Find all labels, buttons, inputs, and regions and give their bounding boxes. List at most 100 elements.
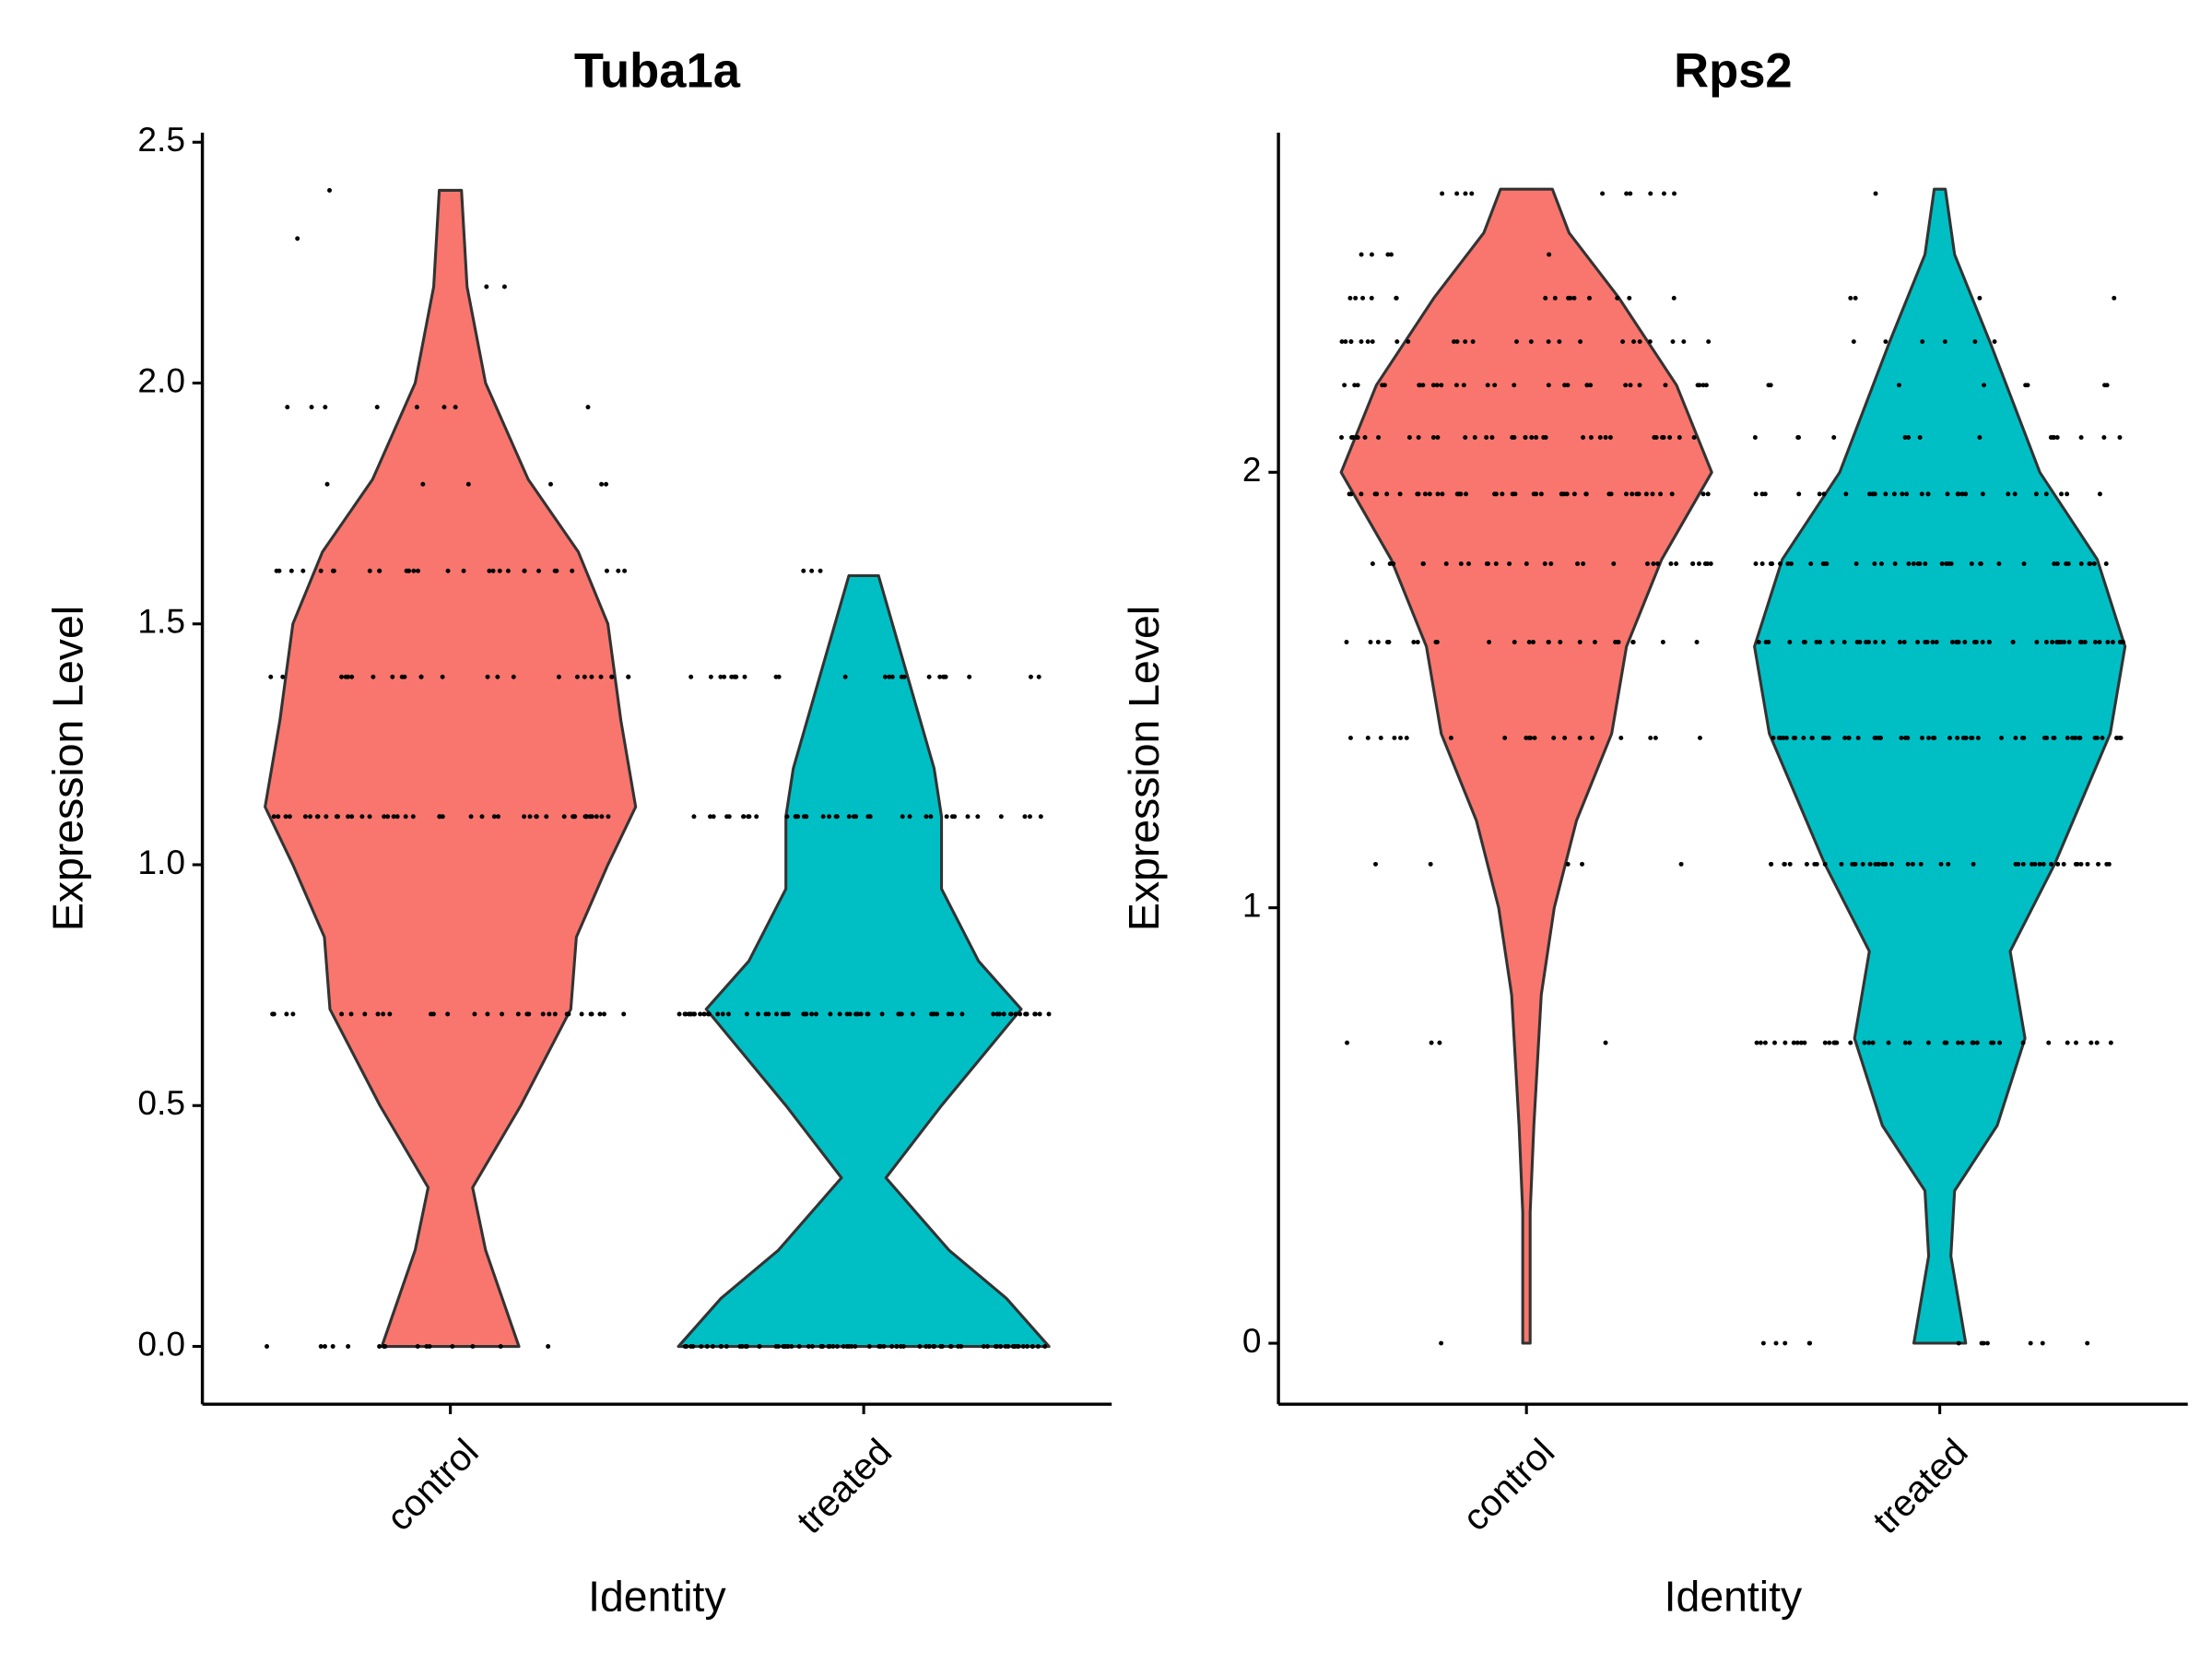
data-point [2065,735,2070,740]
data-point [1526,640,1532,644]
violin [1753,187,2127,1345]
data-point [846,814,852,820]
data-point [511,674,516,679]
data-point [1643,491,1649,497]
data-point [546,1344,551,1349]
data-point [1037,1011,1042,1017]
data-point [1853,295,1858,301]
data-point [826,1344,831,1349]
data-point [1613,640,1618,644]
data-point [1753,561,1759,566]
data-point [959,1011,965,1017]
data-point [485,1011,490,1017]
data-point [626,674,631,679]
data-point [265,1344,270,1349]
data-point [1691,435,1697,440]
data-point [1548,561,1554,566]
data-point [1969,561,1974,566]
data-point [382,1344,388,1349]
y-axis-title: Expression Level [1120,606,1168,931]
data-point [1046,1011,1052,1017]
data-point [1942,1040,1947,1045]
data-point [1706,339,1712,345]
violin [264,188,638,1349]
data-point [359,814,365,820]
data-point [688,1344,694,1349]
data-point [505,568,511,573]
data-point [323,405,328,410]
data-point [606,814,611,820]
data-point [410,814,416,820]
data-point [2078,561,2084,566]
data-point [1514,339,1519,345]
data-point [1802,1040,1807,1045]
data-point [1348,339,1354,345]
x-tick-label: treated [1865,1431,1975,1541]
data-point [1512,435,1517,440]
data-point [2103,561,2109,566]
data-point [484,284,489,289]
data-point [324,481,330,487]
data-point [1489,435,1495,440]
data-point [1824,561,1830,566]
data-point [1623,491,1629,497]
data-point [837,1011,842,1017]
data-point [1791,1040,1796,1045]
data-point [1778,561,1783,566]
data-point [1986,640,1992,644]
data-point [526,1011,532,1017]
data-point [283,814,288,820]
data-point [1487,640,1492,644]
data-point [1798,1040,1804,1045]
data-point [1524,561,1529,566]
data-point [1433,640,1439,644]
data-point [1660,640,1665,644]
data-point [1897,640,1902,644]
data-point [1672,191,1677,196]
data-point [1369,252,1374,257]
data-point [1502,735,1508,740]
data-point [1571,491,1577,497]
data-point [2082,640,2088,644]
data-point [1753,491,1759,497]
data-point [2114,735,2120,740]
data-point [1902,435,1908,440]
data-point [2100,735,2105,740]
data-point [1603,435,1608,440]
data-point [450,1344,455,1349]
data-point [1435,435,1441,440]
data-point [1036,674,1041,679]
data-point [820,814,826,820]
data-point [1915,640,1921,644]
data-point [1486,561,1490,566]
data-point [701,1011,707,1017]
data-point [776,1344,781,1349]
data-point [1583,491,1589,497]
data-point [1947,735,1952,740]
data-point [284,1011,289,1017]
data-point [729,674,735,679]
data-point [1866,1040,1872,1045]
data-point [1888,861,1894,867]
data-point [1886,1040,1891,1045]
data-point [1817,491,1822,497]
data-point [734,674,739,679]
data-point [1365,339,1371,345]
data-point [924,814,929,820]
data-point [1577,640,1583,644]
data-point [1843,491,1849,497]
data-point [806,1344,811,1349]
data-point [437,814,442,820]
data-point [1534,435,1539,440]
data-point [1930,640,1936,644]
data-point [2044,735,2050,740]
data-point [1661,191,1666,196]
data-point [1979,1340,1984,1346]
data-point [621,1011,627,1017]
data-point [1831,435,1837,440]
data-point [718,674,724,679]
data-point [1404,735,1409,740]
data-point [887,674,892,679]
x-tick-label: control [1454,1431,1562,1539]
data-point [686,1011,691,1017]
